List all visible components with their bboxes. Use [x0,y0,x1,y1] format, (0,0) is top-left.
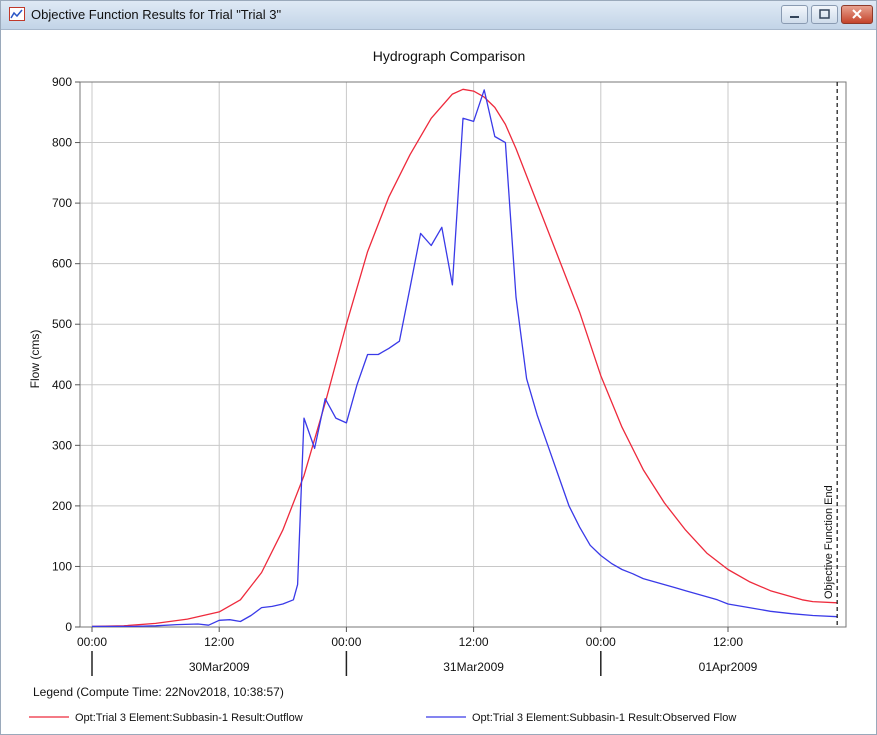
y-axis-ticks: 0 100 200 300 400 500 600 700 800 900 [52,75,80,634]
date-label: 30Mar2009 [189,660,250,674]
y-tick-label: 800 [52,136,72,150]
series-lines [91,88,838,628]
hydrograph-chart: Hydrograph Comparison Flow (cms) 0 100 200… [28,48,847,724]
y-tick-label: 0 [65,620,72,634]
y-tick-label: 400 [52,378,72,392]
maximize-icon [819,9,830,19]
plot-area [79,81,847,628]
window-title: Objective Function Results for Trial "Tr… [31,7,282,22]
y-tick-label: 300 [52,438,72,452]
close-icon [852,9,862,19]
legend-entry-label: Opt:Trial 3 Element:Subbasin-1 Result:Ou… [75,712,303,724]
y-tick-label: 100 [52,559,72,573]
y-axis-label: Flow (cms) [28,330,42,389]
objective-end-label: Objective Function End [823,485,835,599]
y-tick-label: 600 [52,257,72,271]
chart-title: Hydrograph Comparison [373,48,526,64]
x-tick-label: 00:00 [77,635,107,649]
title-bar[interactable]: Objective Function Results for Trial "Tr… [1,1,876,30]
minimize-icon [790,16,799,18]
y-tick-label: 900 [52,75,72,89]
date-label: 01Apr2009 [699,660,758,674]
y-tick-label: 500 [52,317,72,331]
x-tick-label: 12:00 [459,635,489,649]
legend-entry-label: Opt:Trial 3 Element:Subbasin-1 Result:Ob… [472,712,736,724]
x-tick-label: 00:00 [586,635,616,649]
annotation-layer: Objective Function End [823,82,838,627]
outflow-series-line [91,88,838,628]
maximize-button[interactable] [811,5,838,24]
chart-icon [9,7,25,21]
close-button[interactable] [841,5,873,24]
legend: Legend (Compute Time: 22Nov2018, 10:38:5… [29,685,736,724]
minimize-button[interactable] [781,5,808,24]
x-tick-label: 00:00 [331,635,361,649]
y-tick-label: 200 [52,499,72,513]
date-label: 31Mar2009 [443,660,504,674]
grid-lines [80,81,846,628]
x-axis-ticks: 00:00 12:00 00:00 12:00 00:00 12:00 30Mar2009 3… [77,627,758,676]
x-tick-label: 12:00 [204,635,234,649]
x-tick-label: 12:00 [713,635,743,649]
y-tick-label: 700 [52,196,72,210]
legend-title: Legend (Compute Time: 22Nov2018, 10:38:5… [33,685,284,699]
observed-flow-series-line [92,89,838,628]
